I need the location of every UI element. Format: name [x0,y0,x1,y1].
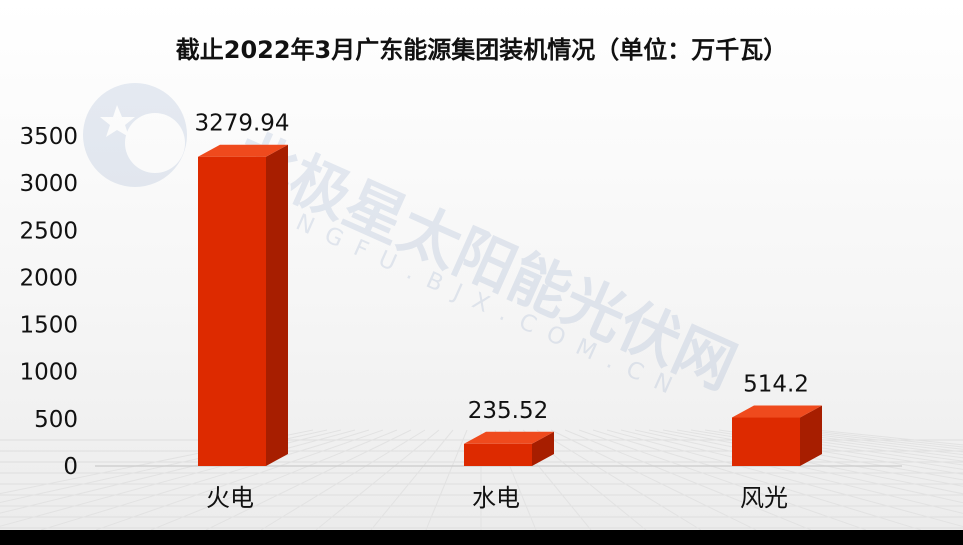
floor-grid-line [634,429,963,504]
perspective-floor [0,429,963,530]
floor-grid-line [746,429,963,459]
watermark-text: 北极星太阳能光伏网 [224,120,746,404]
y-tick-label: 1500 [19,313,78,339]
bar [464,431,554,466]
bar-side [532,431,554,466]
y-tick-label: 500 [34,407,78,433]
watermark: 北极星太阳能光伏网 GUANGFU.BJX.COM.CN [83,83,746,405]
floor-grid-line [95,429,384,530]
bar [198,144,288,466]
floor-grid-line [205,429,412,530]
floor-grid-line [425,429,468,530]
x-tick-label: 火电 [206,484,254,512]
bar-chart: 北极星太阳能光伏网 GUANGFU.BJX.COM.CN 0 500 1000 150… [0,83,963,530]
floor-grid-line [592,429,922,530]
bar-front [198,156,266,466]
floor-grid-line [802,429,963,448]
bar-side [266,144,288,466]
y-tick-label: 2500 [19,218,78,244]
floor-grid-line [774,429,963,453]
x-tick-label: 水电 [472,484,520,512]
x-tick-label: 风光 [740,484,788,512]
floor-grid-line [732,429,963,462]
bar-front [464,443,532,466]
chart-title: 截止2022年3月广东能源集团装机情况（单位：万千瓦） [175,36,788,64]
x-axis: 火电 水电 风光 [206,484,788,512]
bar-top [732,405,822,418]
data-label: 514.2 [743,372,809,398]
floor-grid-line [648,429,963,495]
floor-grid-line [550,429,757,530]
data-label: 3279.94 [194,111,289,137]
watermark-logo [83,83,187,187]
floor-grid-line [606,429,963,527]
data-label: 235.52 [468,398,548,424]
floor-grid-line [760,429,963,456]
y-tick-label: 1000 [19,360,78,386]
y-tick-label: 3000 [19,171,78,197]
floor-grid-line [718,429,963,466]
floor-grid-line [0,429,356,527]
chart-area: 北极星太阳能光伏网 GUANGFU.BJX.COM.CN 0 500 1000 150… [0,0,963,530]
bar-side [800,405,822,466]
bar-series [198,144,822,466]
floor-grid-line [788,429,963,450]
y-axis: 0 500 1000 1500 2000 2500 3000 3500 [19,124,78,480]
bar-top [464,431,554,444]
floor-grid-line [564,429,812,530]
data-labels: 3279.94 235.52 514.2 [194,111,808,424]
floor-grid-line [40,429,370,530]
floor-grid-line [150,429,398,530]
y-tick-label: 2000 [19,265,78,291]
floor-grid-line [260,429,426,530]
floor-grid-line [315,429,440,530]
y-tick-label: 0 [63,454,78,480]
floor-grid-line [370,429,454,530]
floor-grid-line [536,429,702,530]
y-tick-label: 3500 [19,124,78,150]
floor-grid-line [578,429,867,530]
bar [732,405,822,466]
bar-top [198,144,288,157]
bar-front [732,417,800,466]
